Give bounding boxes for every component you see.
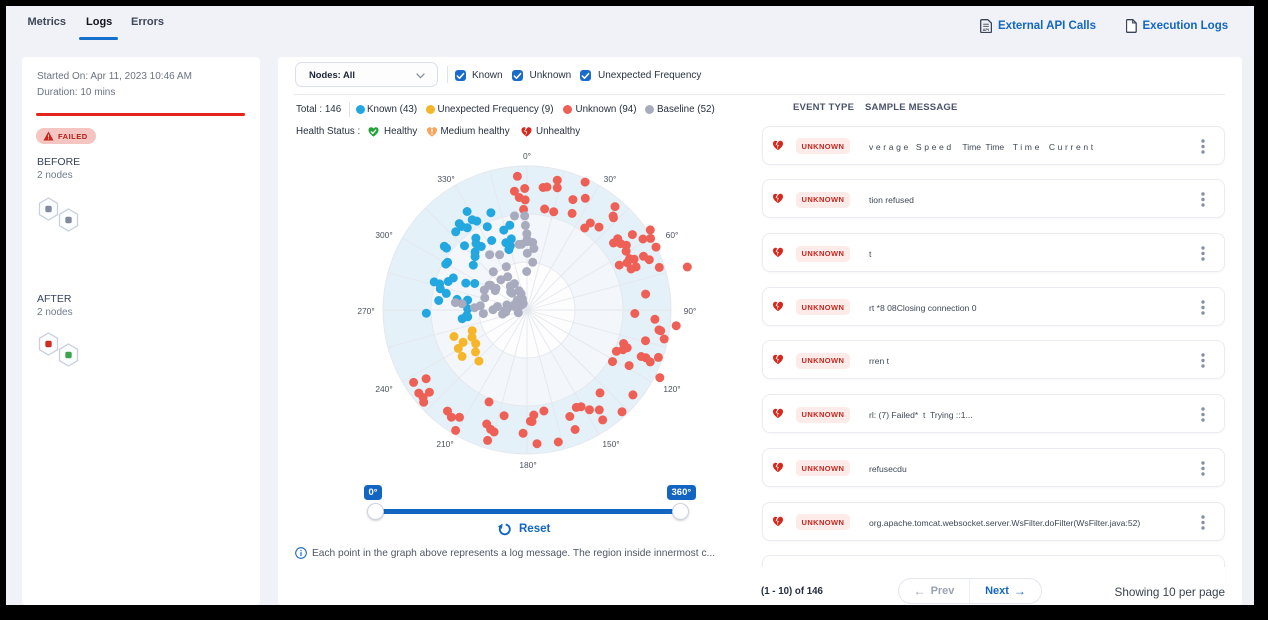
svg-text:60°: 60° xyxy=(666,230,679,240)
svg-text:240°: 240° xyxy=(375,384,392,394)
svg-text:150°: 150° xyxy=(602,439,619,449)
svg-text:API: API xyxy=(983,27,990,32)
svg-text:30°: 30° xyxy=(604,174,617,184)
svg-text:330°: 330° xyxy=(437,174,454,184)
svg-text:120°: 120° xyxy=(663,384,680,394)
svg-text:0°: 0° xyxy=(523,151,531,161)
svg-text:300°: 300° xyxy=(375,230,392,240)
svg-text:90°: 90° xyxy=(684,306,697,316)
svg-text:180°: 180° xyxy=(519,460,536,470)
svg-text:270°: 270° xyxy=(357,306,374,316)
svg-text:210°: 210° xyxy=(436,439,453,449)
